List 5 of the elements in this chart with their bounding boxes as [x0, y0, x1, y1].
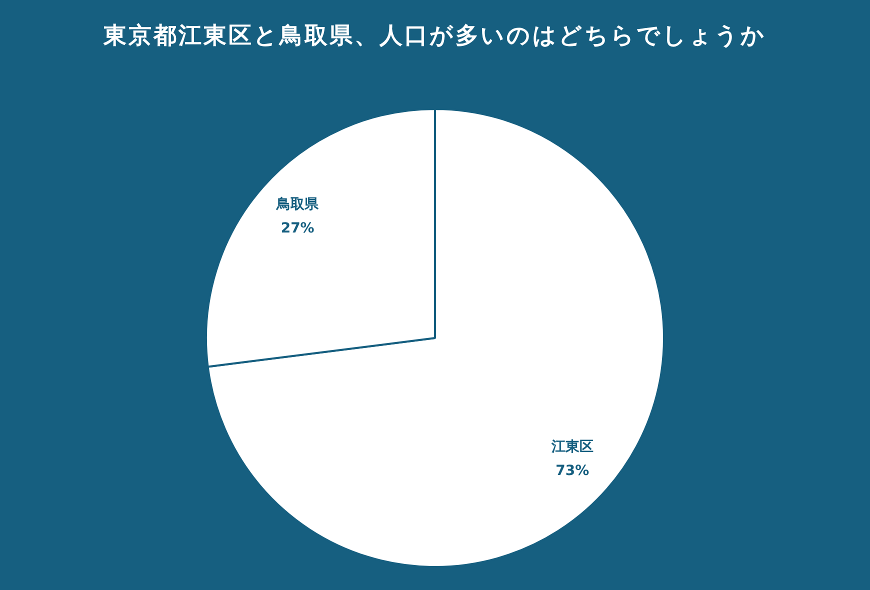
chart-title: 東京都江東区と鳥取県、人口が多いのはどちらでしょうか — [102, 22, 768, 51]
slice-label: 江東区 — [550, 438, 594, 455]
data-label: 73% — [556, 462, 590, 479]
slice-label: 鳥取県 — [276, 196, 320, 212]
data-label: 27% — [280, 220, 314, 236]
